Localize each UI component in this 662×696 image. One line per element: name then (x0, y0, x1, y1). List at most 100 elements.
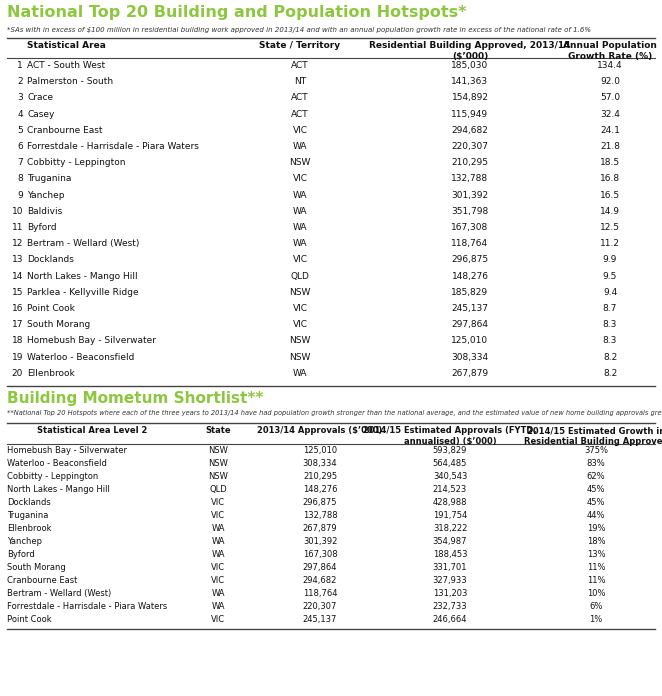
Text: 294,682: 294,682 (451, 126, 489, 135)
Text: 148,276: 148,276 (303, 485, 337, 494)
Text: VIC: VIC (293, 175, 308, 184)
Text: NSW: NSW (289, 158, 310, 167)
Text: 308,334: 308,334 (451, 353, 489, 362)
Text: 2013/14 Approvals ($’000): 2013/14 Approvals ($’000) (258, 426, 383, 435)
Text: 167,308: 167,308 (303, 550, 338, 559)
Text: 8.3: 8.3 (603, 336, 617, 345)
Text: 11: 11 (11, 223, 23, 232)
Text: 45%: 45% (587, 498, 605, 507)
Text: Yanchep: Yanchep (7, 537, 42, 546)
Text: VIC: VIC (293, 304, 308, 313)
Text: ACT: ACT (291, 61, 308, 70)
Text: 331,701: 331,701 (433, 563, 467, 572)
Text: 294,682: 294,682 (303, 576, 337, 585)
Text: 297,864: 297,864 (303, 563, 337, 572)
Text: 18.5: 18.5 (600, 158, 620, 167)
Text: 4: 4 (17, 109, 23, 118)
Text: Byford: Byford (7, 550, 34, 559)
Text: 148,276: 148,276 (451, 271, 489, 280)
Text: Ellenbrook: Ellenbrook (27, 369, 75, 378)
Text: WA: WA (211, 589, 225, 598)
Text: Forrestdale - Harrisdale - Piara Waters: Forrestdale - Harrisdale - Piara Waters (7, 602, 167, 611)
Text: 246,664: 246,664 (433, 615, 467, 624)
Text: QLD: QLD (291, 271, 309, 280)
Text: 185,829: 185,829 (451, 288, 489, 296)
Text: Building Mometum Shortlist**: Building Mometum Shortlist** (7, 391, 263, 406)
Text: 220,307: 220,307 (451, 142, 489, 151)
Text: Palmerston - South: Palmerston - South (27, 77, 113, 86)
Text: 428,988: 428,988 (433, 498, 467, 507)
Text: State / Territory: State / Territory (260, 41, 340, 50)
Text: Docklands: Docklands (27, 255, 74, 264)
Text: WA: WA (211, 602, 225, 611)
Text: 9.5: 9.5 (603, 271, 617, 280)
Text: NT: NT (294, 77, 306, 86)
Text: State: State (205, 426, 231, 435)
Text: VIC: VIC (211, 498, 225, 507)
Text: 17: 17 (11, 320, 23, 329)
Text: QLD: QLD (209, 485, 227, 494)
Text: WA: WA (293, 239, 307, 248)
Text: 16.8: 16.8 (600, 175, 620, 184)
Text: 131,203: 131,203 (433, 589, 467, 598)
Text: 7: 7 (17, 158, 23, 167)
Text: National Top 20 Building and Population Hotspots*: National Top 20 Building and Population … (7, 5, 467, 20)
Text: 3: 3 (17, 93, 23, 102)
Text: 125,010: 125,010 (303, 446, 337, 455)
Text: 297,864: 297,864 (451, 320, 489, 329)
Text: Crace: Crace (27, 93, 53, 102)
Text: Truganina: Truganina (27, 175, 71, 184)
Text: 11%: 11% (587, 563, 605, 572)
Text: WA: WA (293, 207, 307, 216)
Text: 354,987: 354,987 (433, 537, 467, 546)
Text: 57.0: 57.0 (600, 93, 620, 102)
Text: 6%: 6% (589, 602, 602, 611)
Text: Yanchep: Yanchep (27, 191, 64, 200)
Text: 14: 14 (12, 271, 23, 280)
Text: 245,137: 245,137 (451, 304, 489, 313)
Text: 1: 1 (17, 61, 23, 70)
Text: 232,733: 232,733 (433, 602, 467, 611)
Text: WA: WA (293, 142, 307, 151)
Text: Annual Population
Growth Rate (%): Annual Population Growth Rate (%) (563, 41, 657, 61)
Text: Statistical Area Level 2: Statistical Area Level 2 (37, 426, 147, 435)
Text: WA: WA (211, 537, 225, 546)
Text: Cobbitty - Leppington: Cobbitty - Leppington (27, 158, 126, 167)
Text: **National Top 20 Hotspots where each of the three years to 2013/14 have had pop: **National Top 20 Hotspots where each of… (7, 410, 662, 416)
Text: ACT - South West: ACT - South West (27, 61, 105, 70)
Text: 188,453: 188,453 (433, 550, 467, 559)
Text: 154,892: 154,892 (451, 93, 489, 102)
Text: VIC: VIC (293, 126, 308, 135)
Text: 210,295: 210,295 (451, 158, 489, 167)
Text: *SAs with in excess of $100 million in residential building work approved in 201: *SAs with in excess of $100 million in r… (7, 27, 591, 33)
Text: 296,875: 296,875 (303, 498, 337, 507)
Text: WA: WA (293, 369, 307, 378)
Text: 9.9: 9.9 (603, 255, 617, 264)
Text: 21.8: 21.8 (600, 142, 620, 151)
Text: 327,933: 327,933 (433, 576, 467, 585)
Text: Homebush Bay - Silverwater: Homebush Bay - Silverwater (7, 446, 127, 455)
Text: 214,523: 214,523 (433, 485, 467, 494)
Text: Bertram - Wellard (West): Bertram - Wellard (West) (7, 589, 111, 598)
Text: Byford: Byford (27, 223, 57, 232)
Text: 20: 20 (12, 369, 23, 378)
Text: 8.3: 8.3 (603, 320, 617, 329)
Text: Residential Building Approved, 2013/14
($’000): Residential Building Approved, 2013/14 (… (369, 41, 571, 61)
Text: NSW: NSW (208, 472, 228, 481)
Text: Waterloo - Beaconsfield: Waterloo - Beaconsfield (27, 353, 134, 362)
Text: North Lakes - Mango Hill: North Lakes - Mango Hill (27, 271, 138, 280)
Text: NSW: NSW (289, 336, 310, 345)
Text: 340,543: 340,543 (433, 472, 467, 481)
Text: 18%: 18% (587, 537, 605, 546)
Text: VIC: VIC (211, 511, 225, 520)
Text: 8.7: 8.7 (603, 304, 617, 313)
Text: 2014/15 Estimated Approvals (FYTD,
annualised) ($’000): 2014/15 Estimated Approvals (FYTD, annua… (363, 426, 537, 446)
Text: WA: WA (293, 223, 307, 232)
Text: 19: 19 (11, 353, 23, 362)
Text: Point Cook: Point Cook (27, 304, 75, 313)
Text: 132,788: 132,788 (303, 511, 338, 520)
Text: 141,363: 141,363 (451, 77, 489, 86)
Text: 220,307: 220,307 (303, 602, 337, 611)
Text: 92.0: 92.0 (600, 77, 620, 86)
Text: 245,137: 245,137 (303, 615, 337, 624)
